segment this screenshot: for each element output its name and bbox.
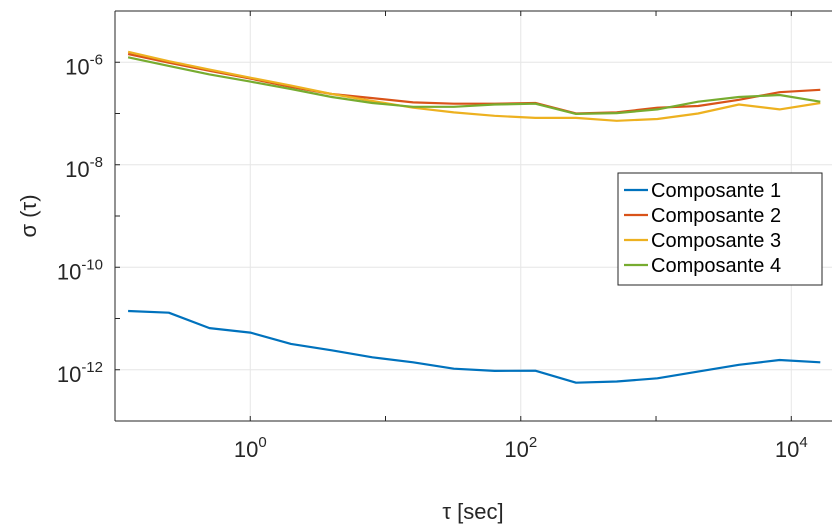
series-line-4 bbox=[127, 56, 821, 116]
axes bbox=[114, 10, 832, 422]
y-tick-labels: 10-12 10-10 10-8 10-6 bbox=[57, 51, 103, 387]
x-tick-label: 104 bbox=[775, 434, 808, 462]
x-axis-label: τ [sec] bbox=[442, 499, 503, 524]
y-tick-label: 10-12 bbox=[57, 359, 103, 387]
series-line-1 bbox=[128, 309, 821, 384]
series-line-3 bbox=[127, 50, 821, 122]
legend-box bbox=[617, 172, 823, 286]
data-lines bbox=[127, 50, 821, 384]
legend: Composante 1 Composante 2 Composante 3 Comp… bbox=[617, 172, 823, 286]
legend-label-4: Composante 4 bbox=[651, 255, 781, 277]
legend-label-2: Composante 2 bbox=[651, 205, 781, 227]
x-tick-label: 100 bbox=[234, 434, 267, 462]
legend-label-3: Composante 3 bbox=[651, 230, 781, 252]
x-tick-label: 102 bbox=[504, 434, 537, 462]
legend-label-1: Composante 1 bbox=[651, 180, 781, 202]
y-axis-label: σ (τ) bbox=[16, 194, 41, 237]
y-tick-label: 10-10 bbox=[57, 256, 103, 284]
y-tick-label: 10-8 bbox=[65, 154, 103, 182]
y-tick-label: 10-6 bbox=[65, 51, 103, 79]
x-tick-labels: 100 102 104 bbox=[234, 434, 808, 462]
